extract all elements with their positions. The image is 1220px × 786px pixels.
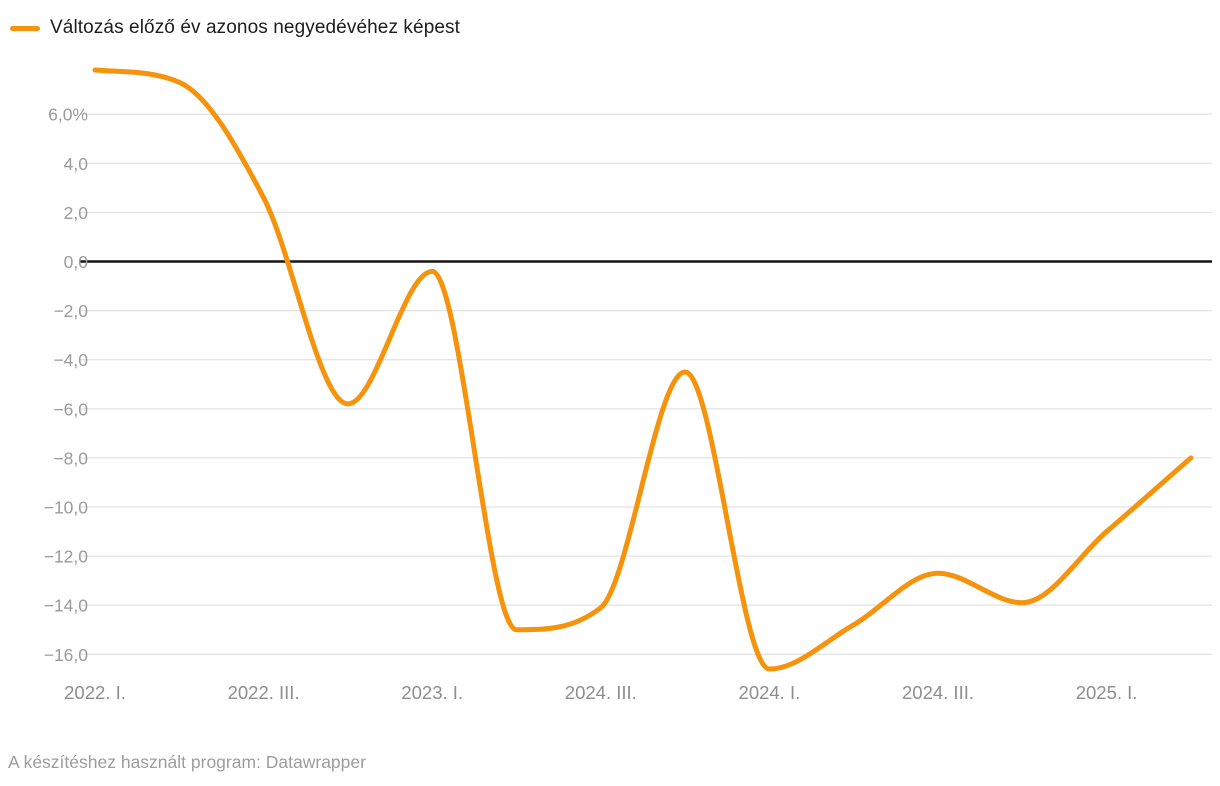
y-axis-tick-label: 6,0% — [48, 105, 88, 125]
y-axis-tick-label: −8,0 — [53, 448, 88, 468]
y-axis-tick-label: 4,0 — [64, 154, 89, 174]
x-axis-tick-label: 2025. I. — [1076, 682, 1138, 703]
x-axis-tick-label: 2024. I. — [739, 682, 801, 703]
data-line — [92, 67, 1194, 672]
y-axis-tick-label: −4,0 — [53, 350, 88, 370]
y-axis-tick-label: −12,0 — [44, 547, 89, 567]
footer-credit: A készítéshez használt program: Datawrap… — [8, 752, 366, 772]
x-axis-tick-label: 2022. I. — [64, 682, 126, 703]
x-axis-tick-label: 2022. III. — [228, 682, 300, 703]
x-axis-tick-label: 2024. III. — [565, 682, 637, 703]
y-axis-tick-label: −2,0 — [53, 301, 88, 321]
y-axis-tick-label: 2,0 — [64, 203, 89, 223]
y-axis-tick-label: 0,0 — [64, 252, 89, 272]
x-axis-tick-label: 2023. I. — [401, 682, 463, 703]
y-axis-tick-label: −6,0 — [53, 399, 88, 419]
x-axis-tick-label: 2024. III. — [902, 682, 974, 703]
legend-label: Változás előző év azonos negyedévéhez ké… — [50, 17, 461, 38]
y-axis-tick-label: −14,0 — [44, 596, 89, 616]
legend-line-swatch-icon — [10, 25, 40, 31]
y-axis-tick-label: −10,0 — [44, 498, 89, 518]
chart-legend: Változás előző év azonos negyedévéhez ké… — [10, 17, 460, 39]
y-axis-tick-label: −16,0 — [44, 645, 89, 665]
